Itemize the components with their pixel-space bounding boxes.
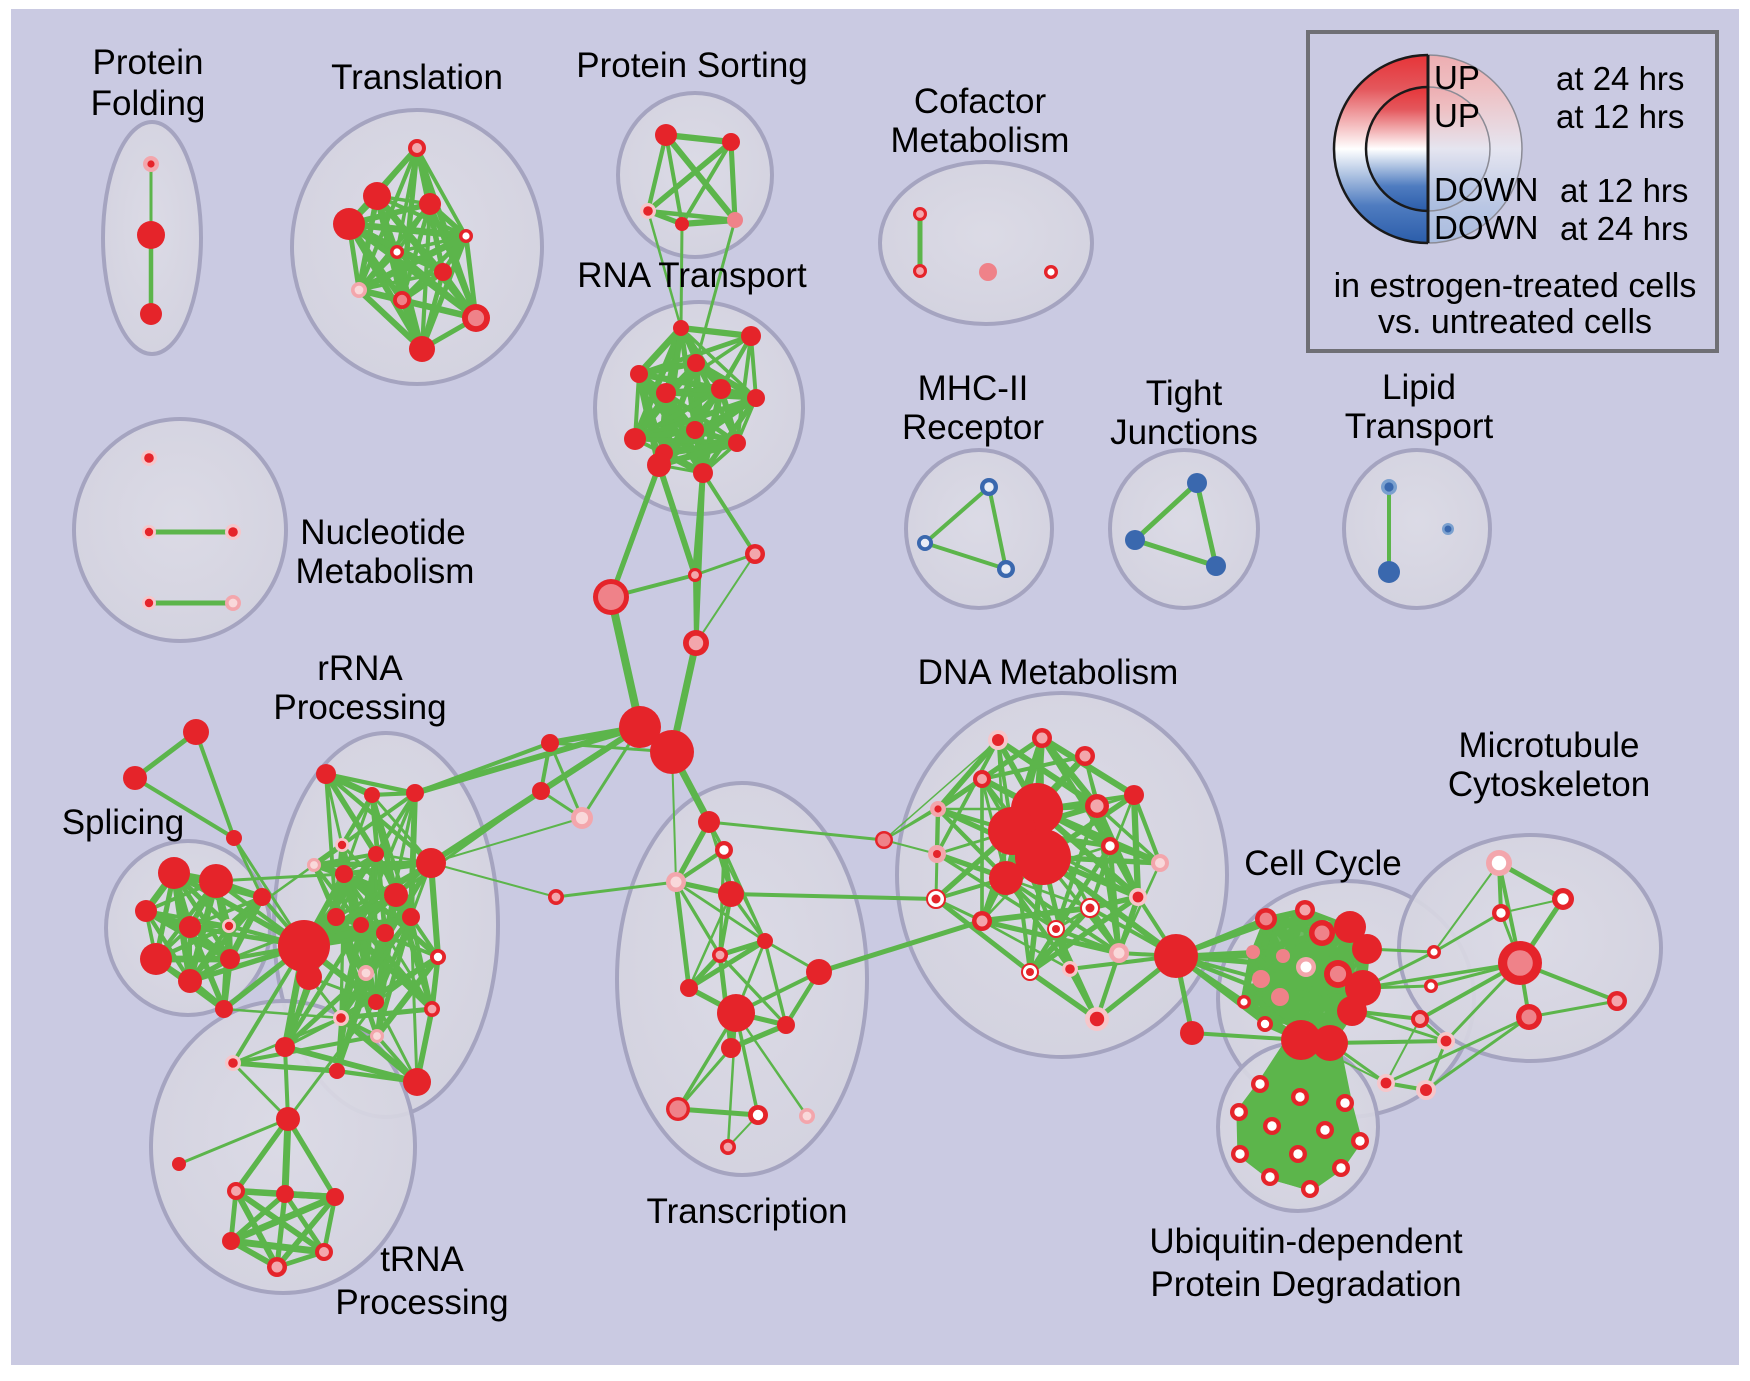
svg-text:Metabolism: Metabolism [296,552,475,591]
svg-text:Metabolism: Metabolism [891,121,1070,160]
svg-text:at 24 hrs: at 24 hrs [1560,210,1688,247]
svg-text:Receptor: Receptor [902,408,1044,447]
svg-text:Splicing: Splicing [62,803,185,842]
svg-text:DNA Metabolism: DNA Metabolism [918,653,1179,692]
svg-text:MHC-II: MHC-II [918,369,1029,408]
svg-text:Junctions: Junctions [1110,413,1258,452]
svg-text:at 12 hrs: at 12 hrs [1556,98,1684,135]
svg-text:Folding: Folding [91,84,206,123]
svg-text:Cytoskeleton: Cytoskeleton [1448,765,1650,804]
svg-text:Microtubule: Microtubule [1459,726,1640,765]
svg-text:UP: UP [1434,59,1480,96]
svg-text:at 24 hrs: at 24 hrs [1556,60,1684,97]
svg-text:UP: UP [1434,97,1480,134]
svg-text:Nucleotide: Nucleotide [300,513,465,552]
svg-text:Lipid: Lipid [1382,368,1456,407]
svg-text:at 12 hrs: at 12 hrs [1560,172,1688,209]
svg-text:Translation: Translation [331,58,503,97]
svg-text:DOWN: DOWN [1434,171,1538,208]
svg-text:RNA Transport: RNA Transport [577,256,807,295]
svg-text:tRNA: tRNA [380,1240,464,1279]
svg-text:Cell Cycle: Cell Cycle [1244,844,1402,883]
svg-text:vs. untreated cells: vs. untreated cells [1378,303,1652,341]
svg-text:Processing: Processing [273,688,446,727]
svg-text:in estrogen-treated cells: in estrogen-treated cells [1334,267,1697,305]
svg-text:Transport: Transport [1345,407,1494,446]
svg-text:Tight: Tight [1146,374,1223,413]
svg-text:Ubiquitin-dependent: Ubiquitin-dependent [1149,1222,1463,1261]
svg-text:Protein Sorting: Protein Sorting [576,46,808,85]
svg-text:Protein: Protein [93,43,204,82]
svg-text:DOWN: DOWN [1434,209,1538,246]
svg-text:Processing: Processing [335,1283,508,1322]
svg-text:Transcription: Transcription [647,1192,848,1231]
svg-text:rRNA: rRNA [317,649,403,688]
svg-text:Protein Degradation: Protein Degradation [1150,1265,1461,1304]
svg-text:Cofactor: Cofactor [914,82,1047,121]
